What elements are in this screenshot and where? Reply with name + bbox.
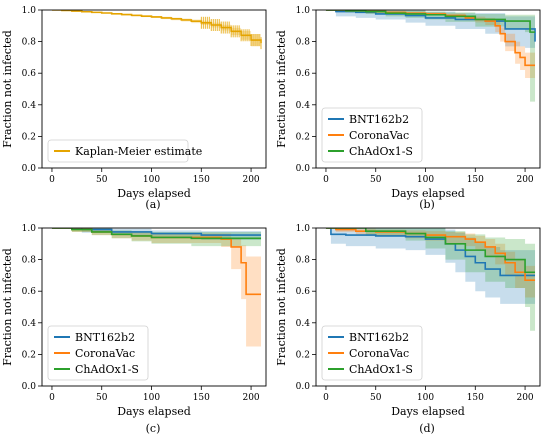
x-tick-label: 150 [467,393,484,403]
plot-area [51,228,262,347]
x-tick-label: 0 [323,175,329,185]
x-tick-label: 100 [417,393,434,403]
x-tick-label: 0 [49,393,55,403]
x-tick-label: 200 [516,175,533,185]
x-tick-label: 50 [370,175,382,185]
y-tick-label: 1.0 [296,224,311,234]
y-tick-label: 0.0 [22,382,37,392]
chart-panel-b: 0 50 100 150 200 0.0 0.2 0.4 0.6 0.8 1.0 Days elaps… [275,6,541,211]
y-axis-label: Fraction not infected [275,248,288,366]
y-tick-label: 0.6 [22,69,37,79]
legend-label-1: CoronaVac [349,347,409,360]
y-axis-label: Fraction not infected [1,30,14,148]
confidence-band-1 [51,228,262,347]
panel-label: (b) [419,198,435,211]
y-tick-label: 1.0 [22,224,37,234]
y-tick-label: 0.0 [296,164,311,174]
legend-box [47,325,149,381]
plot-area [51,10,262,53]
y-tick-label: 0.4 [296,319,311,329]
series-line-2 [51,228,262,240]
x-axis-label: Days elapsed [391,187,465,200]
chart-panel-a: 0 50 100 150 200 0.0 0.2 0.4 0.6 0.8 1.0 Days elaps… [1,6,267,211]
x-tick-label: 100 [417,175,434,185]
x-tick-label: 150 [467,175,484,185]
y-tick-label: 0.4 [22,101,37,111]
x-tick-label: 200 [242,175,259,185]
x-tick-label: 50 [96,393,108,403]
y-tick-label: 0.6 [296,69,311,79]
x-axis-label: Days elapsed [117,187,191,200]
x-tick-label: 200 [242,393,259,403]
y-tick-label: 1.0 [296,6,311,16]
x-tick-label: 0 [49,175,55,185]
y-tick-label: 0.0 [296,382,311,392]
legend-box [321,325,423,381]
x-tick-label: 200 [516,393,533,403]
confidence-band-0 [325,228,536,304]
legend-box [47,139,189,163]
axes-frame [315,227,541,387]
x-tick-label: 100 [143,393,160,403]
y-tick-label: 0.2 [296,350,310,360]
y-axis-label: Fraction not infected [275,30,288,148]
y-tick-label: 0.6 [296,287,311,297]
y-tick-label: 0.2 [22,350,36,360]
axes-frame [315,9,541,169]
legend-label-2: ChAdOx1-S [75,363,139,376]
series-line-0 [325,10,536,42]
series-line-2 [325,10,536,33]
confidence-band-1 [325,228,536,298]
legend-label-2: ChAdOx1-S [349,145,413,158]
axes-frame [41,227,267,387]
legend-label-0: BNT162b2 [349,331,409,344]
x-tick-label: 50 [370,393,382,403]
y-tick-label: 0.4 [22,319,37,329]
panel-label: (d) [419,422,435,435]
y-tick-label: 1.0 [22,6,37,16]
plot-area [325,228,536,331]
legend-label-1: CoronaVac [349,129,409,142]
legend-box [321,107,423,163]
panel-label: (a) [145,198,160,211]
chart-panel-d: 0 50 100 150 200 0.0 0.2 0.4 0.6 0.8 1.0 Days elaps… [275,224,541,435]
legend-label-0: BNT162b2 [75,331,135,344]
confidence-band-2 [325,228,536,331]
confidence-band-0 [325,10,536,64]
chart-panel-c: 0 50 100 150 200 0.0 0.2 0.4 0.6 0.8 1.0 Days elaps… [1,224,267,435]
y-tick-label: 0.8 [22,256,37,266]
x-tick-label: 150 [193,393,210,403]
x-tick-label: 150 [193,175,210,185]
y-tick-label: 0.8 [296,38,311,48]
legend-label-2: ChAdOx1-S [349,363,413,376]
x-tick-label: 50 [96,175,108,185]
x-axis-label: Days elapsed [391,405,465,418]
y-tick-label: 0.8 [22,38,37,48]
series-line-2 [325,228,536,274]
legend-label-1: CoronaVac [75,347,135,360]
confidence-band-2 [325,10,536,102]
y-tick-label: 0.2 [22,132,36,142]
panel-label: (c) [146,422,161,435]
x-tick-label: 0 [323,393,329,403]
legend-label-0: Kaplan-Meier estimate [75,145,202,158]
y-axis-label: Fraction not infected [1,248,14,366]
legend-label-0: BNT162b2 [349,113,409,126]
y-tick-label: 0.8 [296,256,311,266]
x-tick-label: 100 [143,175,160,185]
axes-frame [41,9,267,169]
y-tick-label: 0.0 [22,164,37,174]
y-tick-label: 0.2 [296,132,310,142]
y-tick-label: 0.4 [296,101,311,111]
x-axis-label: Days elapsed [117,405,191,418]
y-tick-label: 0.6 [22,287,37,297]
plot-area [325,10,536,102]
